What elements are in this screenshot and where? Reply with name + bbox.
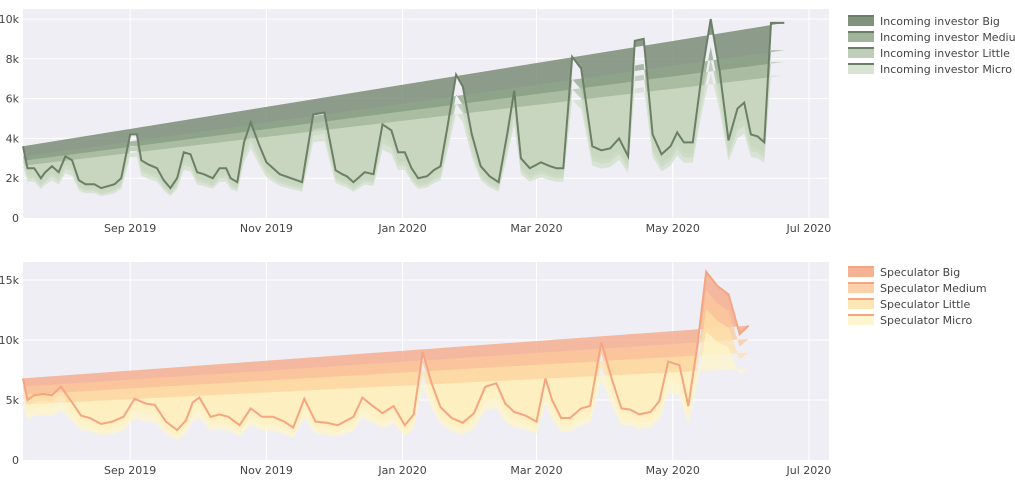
legend: Incoming investor Big Incoming investor M… [848, 15, 1015, 76]
chart-panel-2: 0 5k 10k 15k Sep 2019 Nov 2019 Jan 2020 Mar 202… [0, 262, 987, 477]
legend: Speculator Big Speculator Medium Speculato… [848, 266, 987, 327]
legend-label: Speculator Big [880, 266, 960, 279]
legend-swatch [848, 64, 874, 74]
legend-label: Incoming investor Little [880, 47, 1010, 60]
x-tick-label: Jul 2020 [786, 222, 832, 235]
legend-item[interactable]: Speculator Big [848, 266, 960, 279]
legend-item[interactable]: Speculator Micro [848, 314, 972, 327]
legend-swatch [848, 16, 874, 26]
x-tick-label: May 2020 [646, 222, 700, 235]
legend-label: Incoming investor Big [880, 15, 1000, 28]
legend-label: Speculator Micro [880, 314, 972, 327]
x-tick-label: Mar 2020 [510, 464, 562, 477]
legend-item[interactable]: Speculator Medium [848, 282, 987, 295]
y-tick-label: 2k [6, 172, 20, 185]
x-tick-label: Jul 2020 [786, 464, 832, 477]
x-tick-label: Mar 2020 [510, 222, 562, 235]
legend-label: Speculator Little [880, 298, 970, 311]
legend-swatch [848, 299, 874, 309]
y-tick-label: 15k [0, 274, 20, 287]
y-tick-label: 10k [0, 13, 20, 26]
x-tick-label: Nov 2019 [240, 464, 293, 477]
legend-swatch [848, 32, 874, 42]
legend-swatch [848, 267, 874, 277]
y-tick-label: 4k [6, 132, 20, 145]
x-tick-label: May 2020 [646, 464, 700, 477]
legend-swatch [848, 283, 874, 293]
y-tick-label: 5k [6, 394, 20, 407]
x-tick-label: Jan 2020 [377, 222, 426, 235]
x-tick-label: Sep 2019 [104, 464, 156, 477]
legend-label: Incoming investor Medium [880, 31, 1015, 44]
legend-label: Incoming investor Micro [880, 63, 1012, 76]
legend-item[interactable]: Incoming investor Medium [848, 31, 1015, 44]
x-tick-label: Sep 2019 [104, 222, 156, 235]
area-incoming-investor-micro [23, 72, 785, 197]
y-tick-label: 8k [6, 53, 20, 66]
y-tick-label: 6k [6, 93, 20, 106]
x-tick-label: Jan 2020 [377, 464, 426, 477]
y-tick-label: 0 [12, 212, 19, 225]
legend-item[interactable]: Incoming investor Big [848, 15, 1000, 28]
legend-item[interactable]: Incoming investor Little [848, 47, 1010, 60]
legend-item[interactable]: Speculator Little [848, 298, 970, 311]
y-tick-label: 0 [12, 454, 19, 467]
legend-label: Speculator Medium [880, 282, 987, 295]
series-top-line [22, 18, 785, 190]
series-top-line [22, 269, 750, 432]
legend-swatch [848, 315, 874, 325]
legend-swatch [848, 48, 874, 58]
chart-panel-1: 0 2k 4k 6k 8k 10k Sep 2019 Nov 2019 Jan 2020 Mar … [0, 9, 1015, 235]
x-tick-label: Nov 2019 [240, 222, 293, 235]
area-speculator-micro [23, 331, 749, 440]
y-tick-label: 10k [0, 334, 20, 347]
legend-item[interactable]: Incoming investor Micro [848, 63, 1012, 76]
